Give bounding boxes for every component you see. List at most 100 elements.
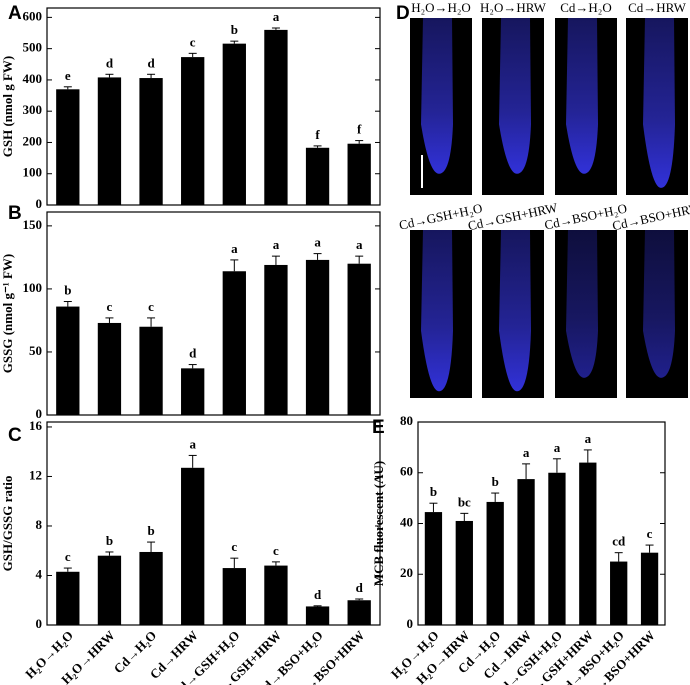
y-tick-label: 100 bbox=[23, 165, 43, 180]
bar bbox=[222, 568, 246, 625]
significance-letter: c bbox=[148, 299, 154, 314]
bar bbox=[264, 264, 288, 415]
y-tick-label: 600 bbox=[23, 8, 43, 23]
bar bbox=[222, 271, 246, 415]
significance-letter: a bbox=[273, 237, 280, 252]
y-tick-label: 8 bbox=[36, 517, 43, 532]
root bbox=[499, 230, 531, 392]
bar bbox=[181, 368, 205, 415]
bar bbox=[139, 551, 163, 625]
y-tick-label: 0 bbox=[36, 196, 43, 211]
bar bbox=[305, 259, 330, 415]
significance-letter: f bbox=[315, 127, 320, 142]
bar bbox=[455, 520, 473, 625]
significance-letter: d bbox=[106, 55, 114, 70]
significance-letter: d bbox=[189, 346, 197, 361]
significance-letter: c bbox=[647, 526, 653, 541]
significance-letter: b bbox=[231, 22, 238, 37]
bar bbox=[97, 555, 122, 625]
significance-letter: c bbox=[107, 299, 113, 314]
significance-letter: d bbox=[356, 580, 364, 595]
image-label: Cd→H₂O bbox=[560, 0, 611, 15]
bar bbox=[222, 43, 246, 206]
bar bbox=[517, 479, 535, 625]
panel-label: B bbox=[8, 203, 22, 224]
bar bbox=[347, 143, 371, 205]
bar bbox=[97, 322, 122, 415]
y-tick-label: 100 bbox=[23, 280, 43, 295]
image-label: H₂O→H₂O bbox=[411, 0, 471, 15]
root bbox=[643, 18, 675, 188]
root bbox=[499, 18, 531, 174]
y-tick-label: 0 bbox=[407, 616, 414, 631]
bar bbox=[347, 600, 371, 625]
bar bbox=[579, 462, 597, 625]
bar bbox=[424, 512, 443, 625]
bar bbox=[56, 89, 80, 205]
y-tick-label: 80 bbox=[400, 413, 413, 428]
significance-letter: c bbox=[190, 34, 196, 49]
bar bbox=[97, 77, 122, 205]
bar bbox=[181, 467, 205, 625]
bar bbox=[139, 326, 163, 415]
bar bbox=[305, 147, 330, 205]
y-axis-label: MCB fluorescent (AU) bbox=[371, 461, 386, 586]
root bbox=[421, 18, 453, 174]
root bbox=[643, 230, 675, 378]
root bbox=[566, 230, 598, 378]
bar bbox=[347, 263, 371, 415]
y-tick-label: 300 bbox=[23, 102, 43, 117]
image-label: Cd→HRW bbox=[628, 0, 687, 15]
significance-letter: a bbox=[585, 431, 592, 446]
plot-frame bbox=[46, 211, 381, 416]
significance-letter: b bbox=[147, 523, 154, 538]
image-label: H₂O→HRW bbox=[480, 0, 547, 15]
y-tick-label: 200 bbox=[23, 133, 43, 148]
significance-letter: a bbox=[189, 436, 196, 451]
significance-letter: a bbox=[273, 9, 280, 24]
significance-letter: c bbox=[273, 543, 279, 558]
y-tick-label: 50 bbox=[29, 343, 42, 358]
significance-letter: bc bbox=[458, 494, 471, 509]
significance-letter: c bbox=[65, 549, 71, 564]
significance-letter: b bbox=[64, 283, 71, 298]
significance-letter: cd bbox=[612, 534, 626, 549]
bar bbox=[640, 552, 659, 625]
y-tick-label: 12 bbox=[29, 467, 42, 482]
panel-label: E bbox=[372, 417, 385, 438]
bar bbox=[264, 565, 288, 625]
y-tick-label: 16 bbox=[29, 418, 43, 433]
bar bbox=[264, 29, 288, 206]
significance-letter: a bbox=[314, 235, 321, 250]
root bbox=[421, 230, 453, 392]
y-tick-label: 20 bbox=[400, 565, 413, 580]
bar bbox=[139, 78, 163, 205]
plot-frame bbox=[417, 421, 666, 626]
root bbox=[566, 18, 598, 174]
bar bbox=[305, 606, 330, 625]
panel-label: C bbox=[8, 425, 22, 446]
bar bbox=[56, 571, 80, 625]
significance-letter: a bbox=[554, 440, 561, 455]
y-axis-label: GSH/GSSG ratio bbox=[0, 476, 15, 572]
bar bbox=[548, 472, 566, 625]
y-axis-label: GSH (nmol g FW) bbox=[0, 56, 15, 157]
bar bbox=[181, 57, 205, 205]
y-tick-label: 4 bbox=[36, 566, 43, 581]
panel-label: D bbox=[396, 3, 410, 24]
y-tick-label: 500 bbox=[23, 40, 43, 55]
significance-letter: e bbox=[65, 68, 71, 83]
y-tick-label: 0 bbox=[36, 406, 43, 421]
significance-letter: b bbox=[492, 474, 499, 489]
plot-frame bbox=[46, 421, 381, 626]
significance-letter: d bbox=[147, 55, 155, 70]
y-tick-label: 60 bbox=[400, 464, 413, 479]
significance-letter: a bbox=[231, 241, 238, 256]
significance-letter: d bbox=[314, 587, 322, 602]
plot-frame bbox=[46, 7, 381, 206]
significance-letter: a bbox=[356, 237, 363, 252]
bar bbox=[610, 561, 628, 625]
y-tick-label: 400 bbox=[23, 71, 43, 86]
significance-letter: a bbox=[523, 445, 530, 460]
